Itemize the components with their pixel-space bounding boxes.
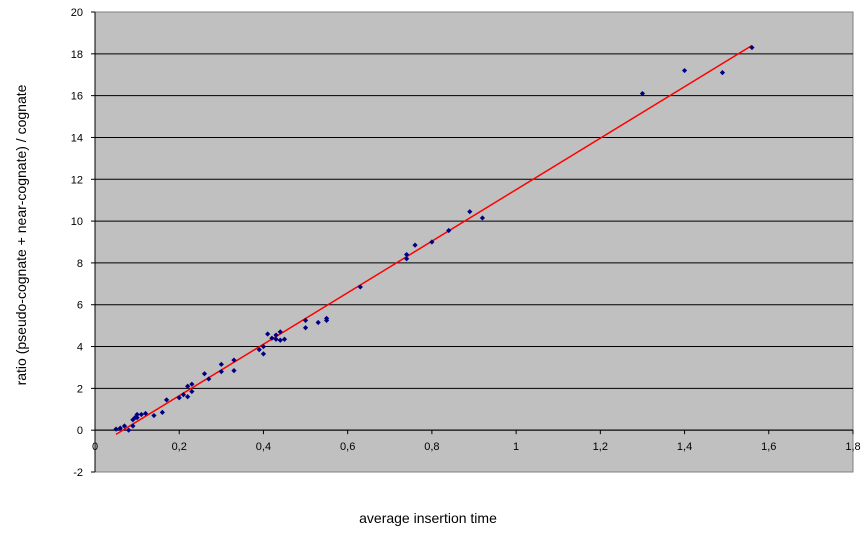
data-point [429,239,435,245]
x-tick-label: 0,8 [424,441,439,453]
data-point [277,329,283,335]
trendline-layer [115,44,753,436]
x-tick-label: 0 [92,441,98,453]
gridlines [95,53,853,431]
data-point [218,369,224,375]
data-point [159,409,165,416]
data-point [142,410,149,417]
data-point [446,227,452,234]
data-point [273,336,279,342]
x-tick-label: 0,6 [340,441,355,453]
x-tick-label: 1 [513,441,519,453]
y-tick-label: 2 [77,383,83,395]
y-tick-label: 12 [71,174,83,186]
data-point [260,351,267,357]
data-point [189,388,195,395]
y-tick-label: 8 [77,258,83,270]
data-point [130,423,136,429]
data-point [260,343,267,350]
data-point [185,383,191,389]
y-tick-label: 4 [77,342,83,354]
data-point [277,337,283,343]
x-axis-title: average insertion time [359,510,497,526]
data-point [302,325,309,331]
data-point [324,315,330,321]
data-point [218,361,224,367]
data-point [479,215,486,221]
data-point [180,392,187,398]
data-point [404,256,410,262]
x-tick-label: 0,4 [256,441,271,453]
data-point [189,381,195,387]
x-tick-label: 1,6 [761,441,776,453]
data-point [281,336,288,342]
data-point [176,395,182,401]
data-point [269,335,275,341]
x-tick-label: 1,2 [593,441,608,453]
data-point [121,423,128,429]
y-tick-label: -2 [73,467,83,479]
data-point [134,415,140,421]
y-tick-label: 10 [71,216,83,228]
x-tick-label: 1,4 [677,441,692,453]
data-point [134,411,140,418]
data-point [163,397,170,403]
trendline [115,44,753,436]
x-tick-label: 1,8 [845,441,860,453]
data-points [113,44,755,433]
data-point [273,332,279,338]
data-point [719,70,726,76]
y-tick-label: 16 [71,91,83,103]
x-tick-labels: 0 0,2 0,4 0,6 0,8 1 1,2 1,4 1,6 1,8 [92,441,861,453]
data-point [256,347,262,353]
data-point [130,417,136,423]
y-tick-label: 20 [71,7,83,19]
y-tick-label: 14 [71,132,83,144]
data-point [201,371,208,377]
data-point [117,425,123,431]
data-point [357,284,363,290]
data-point [151,412,157,419]
plot-area [94,11,854,473]
data-point [185,394,191,400]
data-point [404,251,410,258]
data-point [639,90,646,97]
data-point [315,319,321,326]
axes [91,11,854,473]
data-point [412,242,418,248]
data-point [302,317,309,324]
y-tick-label: 6 [77,300,83,312]
data-point [265,331,271,337]
data-point [749,44,755,51]
data-point [467,209,473,215]
data-point [206,376,212,382]
y-axis-title: ratio (pseudo-cognate + near-cognate) / … [13,84,29,385]
x-tick-label: 0,2 [172,441,187,453]
y-tick-label: 0 [77,425,83,437]
data-point [113,426,119,432]
data-point [138,411,144,418]
data-point [231,357,237,363]
data-point [681,67,688,74]
data-point [231,367,237,374]
y-tick-labels: -2 0 2 4 6 8 10 12 14 16 18 20 [71,7,83,479]
data-point [126,427,132,433]
y-tick-label: 18 [71,49,83,61]
